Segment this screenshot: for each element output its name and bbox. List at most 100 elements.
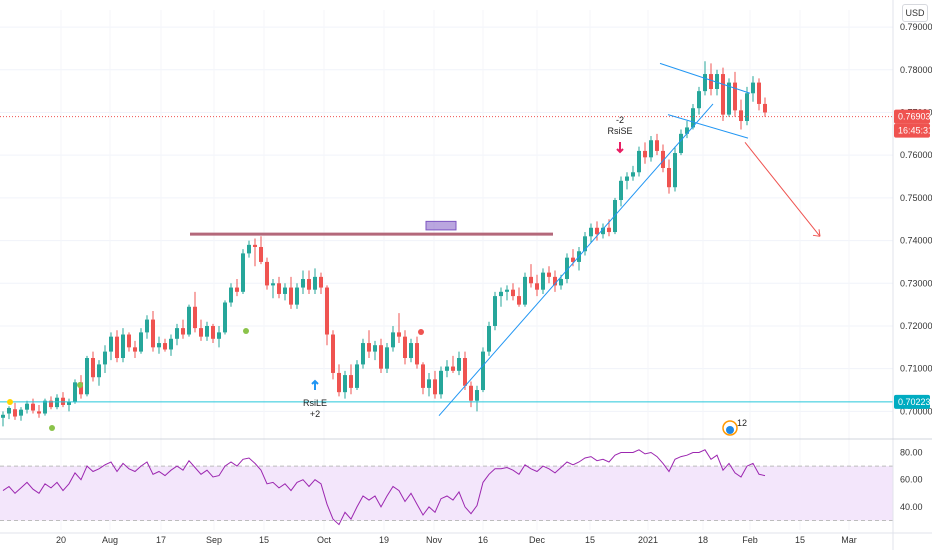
candle-body bbox=[655, 140, 659, 151]
candle-body bbox=[571, 257, 575, 262]
candle-body bbox=[499, 291, 503, 297]
candle-body bbox=[43, 400, 47, 414]
candle-body bbox=[235, 287, 239, 292]
candle-body bbox=[385, 347, 389, 369]
candle-body bbox=[607, 227, 611, 233]
candle-body bbox=[463, 358, 467, 386]
rsi-tick-label: 80.00 bbox=[900, 448, 923, 458]
time-tick-label: Sep bbox=[206, 535, 222, 545]
candle-body bbox=[697, 91, 701, 109]
rsi-pane bbox=[0, 449, 893, 526]
rsile-up-arrow-icon bbox=[311, 379, 319, 390]
rsise-down-arrow-icon bbox=[616, 142, 624, 154]
currency-button[interactable]: USD bbox=[902, 4, 928, 22]
candle-body bbox=[691, 108, 695, 128]
candle-body bbox=[559, 279, 563, 286]
candle-body bbox=[745, 93, 749, 122]
candle-body bbox=[703, 74, 707, 92]
candle-body bbox=[49, 400, 53, 408]
time-tick-label: Nov bbox=[426, 535, 443, 545]
candle-body bbox=[481, 351, 485, 391]
ascending-trendline bbox=[438, 103, 714, 416]
time-tick-label: 15 bbox=[259, 535, 269, 545]
candle-body bbox=[307, 279, 311, 290]
countdown-tag: 16:45:31 bbox=[898, 126, 932, 136]
candle-body bbox=[13, 409, 17, 417]
candle-body bbox=[37, 411, 41, 414]
candle-body bbox=[19, 409, 23, 416]
candle-body bbox=[355, 364, 359, 388]
price-tick-label: 0.76000 bbox=[900, 150, 932, 160]
signal-dot bbox=[49, 425, 55, 431]
candle-body bbox=[349, 375, 353, 388]
candle-body bbox=[739, 110, 743, 122]
candle-body bbox=[175, 328, 179, 339]
candle-body bbox=[625, 176, 629, 181]
candle-body bbox=[631, 172, 635, 177]
candle-body bbox=[85, 358, 89, 395]
candle-body bbox=[313, 276, 317, 290]
price-tick-label: 0.74000 bbox=[900, 236, 932, 246]
candle-body bbox=[169, 338, 173, 350]
candle-body bbox=[325, 287, 329, 335]
candle-body bbox=[517, 296, 521, 305]
candle-body bbox=[301, 279, 305, 288]
time-tick-label: Oct bbox=[317, 535, 332, 545]
candle-body bbox=[319, 276, 323, 288]
candle-body bbox=[115, 336, 119, 359]
candle-body bbox=[127, 334, 131, 348]
candle-body bbox=[103, 351, 107, 365]
candle-body bbox=[685, 127, 689, 134]
candle-body bbox=[361, 343, 365, 365]
time-tick-label: 15 bbox=[585, 535, 595, 545]
rsile-value: +2 bbox=[310, 409, 320, 419]
candle-body bbox=[475, 390, 479, 401]
signal-dot bbox=[77, 382, 83, 388]
candle-body bbox=[97, 364, 101, 378]
candle-body bbox=[31, 403, 35, 411]
time-tick-label: 17 bbox=[156, 535, 166, 545]
candle-body bbox=[541, 272, 545, 290]
candle-body bbox=[757, 82, 761, 104]
candle-body bbox=[241, 253, 245, 292]
candle-body bbox=[121, 334, 125, 359]
candle-body bbox=[709, 74, 713, 89]
price-tick-label: 0.75000 bbox=[900, 193, 932, 203]
price-tick-label: 0.72000 bbox=[900, 321, 932, 331]
candle-body bbox=[253, 244, 257, 247]
demand-zone-box bbox=[425, 220, 457, 231]
candle-body bbox=[343, 375, 347, 393]
time-tick-label: 16 bbox=[478, 535, 488, 545]
candle-body bbox=[229, 287, 233, 303]
candle-body bbox=[1, 414, 5, 418]
channel-upper-line bbox=[659, 62, 751, 94]
candle-body bbox=[415, 343, 419, 365]
candle-body bbox=[595, 227, 599, 235]
candle-body bbox=[289, 287, 293, 305]
candle-body bbox=[265, 261, 269, 286]
candle-body bbox=[529, 276, 533, 284]
candle-body bbox=[457, 358, 461, 371]
rsile-label: RsiLE bbox=[303, 398, 327, 408]
candle-body bbox=[259, 246, 263, 262]
candle-body bbox=[187, 306, 191, 335]
time-tick-label: 18 bbox=[698, 535, 708, 545]
candle-body bbox=[199, 328, 203, 337]
time-tick-label: Dec bbox=[529, 535, 546, 545]
candle-body bbox=[379, 345, 383, 369]
candle-body bbox=[505, 289, 509, 292]
candle-body bbox=[427, 379, 431, 388]
rsi-tick-label: 40.00 bbox=[900, 502, 923, 512]
signal-dot bbox=[243, 328, 249, 334]
time-tick-label: 2021 bbox=[638, 535, 658, 545]
candle-body bbox=[487, 325, 491, 352]
price-tick-label: 0.70000 bbox=[900, 406, 932, 416]
time-tick-label: 20 bbox=[56, 535, 66, 545]
candle-body bbox=[439, 370, 443, 395]
grid bbox=[0, 10, 893, 530]
projection-arrow-line bbox=[744, 142, 821, 237]
candle-body bbox=[283, 287, 287, 294]
